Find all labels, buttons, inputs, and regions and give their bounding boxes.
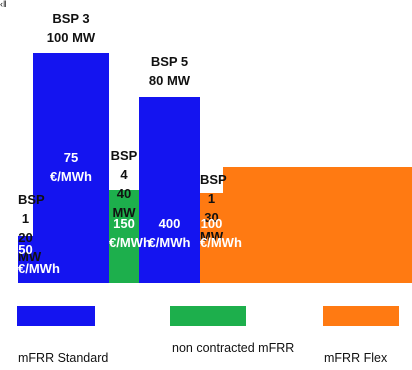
- bar-bsp1-flex: [200, 193, 223, 283]
- bsp-capacity: 80 MW: [148, 73, 191, 88]
- price-label-bsp4: 150 €/MWh: [109, 214, 151, 252]
- capacity-label-bsp5: BSP 5 80 MW: [139, 52, 200, 90]
- bar-bsp5: [139, 97, 200, 283]
- bsp-name: BSP 4: [110, 148, 138, 182]
- bar-bsp3: [33, 53, 109, 283]
- price-label-bsp3: 75 €/MWh: [33, 148, 109, 186]
- bsp-capacity: 100 MW: [46, 30, 96, 45]
- bsp-name: BSP 1: [18, 192, 45, 226]
- bsp-capacity: 30 MW: [200, 210, 224, 244]
- price-value: 400: [158, 216, 181, 231]
- bar-next-flex-partial: [223, 167, 412, 283]
- bsp-name: BSP 3: [52, 11, 90, 26]
- legend-label-mfrr-standard: mFRR Standard: [18, 351, 109, 365]
- price-label-bsp5: 400 €/MWh: [139, 214, 200, 252]
- price-value: 100: [200, 216, 223, 231]
- bar-bsp4: [109, 190, 139, 283]
- bsp-name: BSP 5: [150, 54, 189, 69]
- corner-glyph: ‹‖: [0, 0, 7, 8]
- price-value: 150: [113, 216, 135, 231]
- capacity-label-bsp4: BSP 4 40 MW: [109, 146, 139, 222]
- price-label-bsp1-flex: 100 €/MWh: [200, 214, 242, 252]
- legend-swatch-mfrr-standard: [17, 306, 95, 326]
- capacity-label-bsp1-standard: BSP 1 20 MW: [18, 190, 45, 266]
- capacity-label-bsp3: BSP 3 100 MW: [33, 9, 109, 47]
- price-unit: €/MWh: [50, 169, 92, 184]
- bsp-name: BSP 1: [200, 172, 227, 206]
- bsp-capacity: 40 MW: [112, 186, 136, 220]
- legend-swatch-mfrr-flex: [323, 306, 399, 326]
- bar-bsp1-standard: [18, 236, 33, 283]
- legend-label-non-contracted: non contracted mFRR: [172, 341, 295, 355]
- price-label-bsp1-standard: 50 €/MWh: [18, 240, 60, 278]
- price-unit: €/MWh: [148, 235, 191, 250]
- capacity-label-bsp1-flex: BSP 1 30 MW: [200, 170, 227, 246]
- price-unit: €/MWh: [109, 235, 151, 250]
- price-unit: €/MWh: [200, 235, 242, 250]
- legend-label-mfrr-flex: mFRR Flex: [324, 351, 388, 365]
- price-value: 50: [18, 242, 33, 257]
- price-value: 75: [63, 150, 79, 165]
- legend-swatch-non-contracted: [170, 306, 246, 326]
- price-unit: €/MWh: [18, 259, 60, 278]
